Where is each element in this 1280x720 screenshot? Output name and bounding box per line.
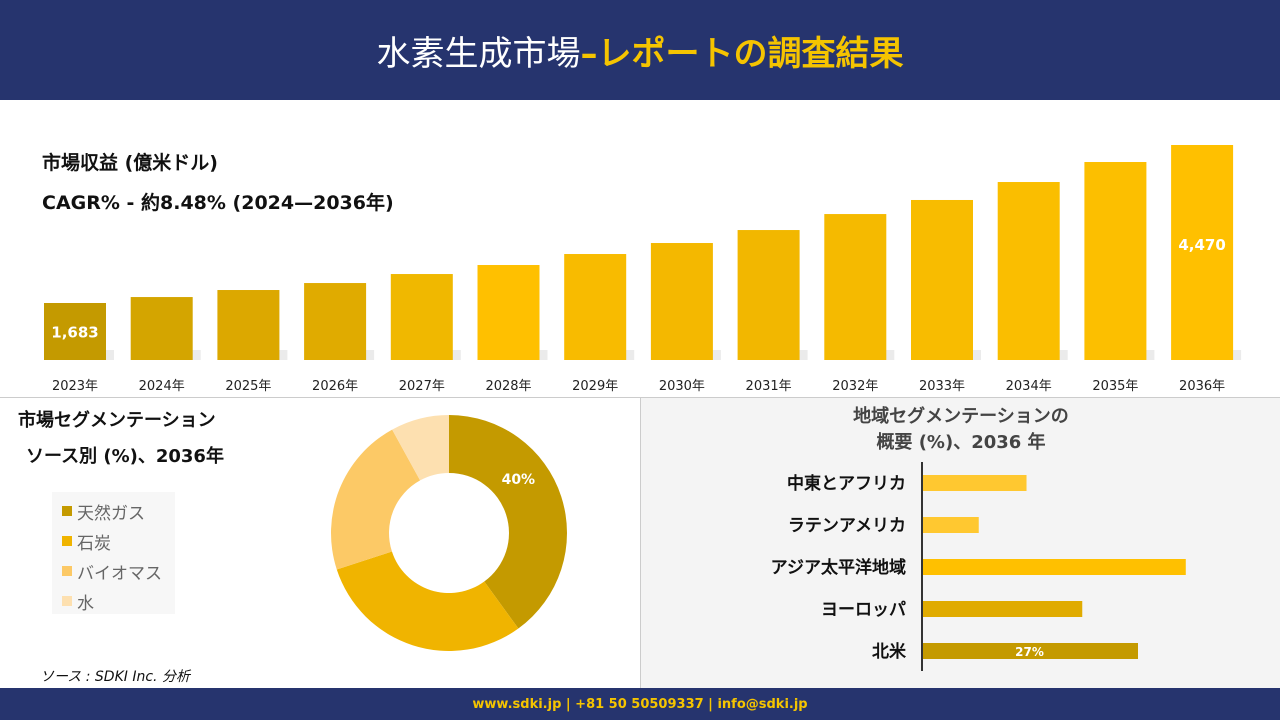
x-tick-label: 2030年 [659,379,705,394]
legend-item: バイオマス [62,556,165,586]
x-tick-label: 2035年 [1092,379,1138,394]
header: 水素生成市場 –レポートの調査結果 [0,0,1280,100]
bar-2034年 [997,182,1060,360]
bar-中東とアフリカ [923,475,1027,491]
x-tick-label: 2032年 [832,379,878,394]
x-tick-label: 2034年 [1006,379,1052,394]
category-label: アジア太平洋地域 [771,557,906,578]
category-label: ヨーロッパ [821,600,906,620]
bar-2024年 [130,297,193,360]
donut-slice-バイオマス [331,429,421,570]
bar-アジア太平洋地域 [923,559,1186,575]
donut-slice-水 [392,415,449,481]
revenue-section: 市場収益 (億米ドル) CAGR% - 約8.48% (2024—2036年) … [0,100,1280,398]
data-label: 4,470 [1178,236,1225,254]
bar-2026年 [304,283,367,360]
legend-label: 天然ガス [77,503,145,524]
legend-item: 天然ガス [62,496,165,526]
bar-2033年 [911,199,973,360]
revenue-bar-chart: 2023年 1,683 2024年 2025年 2026年 2027年 2028年 2029年… [44,145,1242,394]
title-main: 水素生成市場 [376,33,581,74]
regional-title-2: 概要 (%)、2036 年 [876,432,1046,453]
bar-2032年 [824,214,887,360]
x-tick-label: 2029年 [572,379,618,394]
bar-2025年 [217,290,280,360]
x-tick-label: 2031年 [746,379,792,394]
revenue-title: 市場収益 (億米ドル) [42,152,218,174]
x-tick-label: 2036年 [1179,379,1225,394]
x-tick-label: 2024年 [139,379,185,394]
title-accent: –レポートの調査結果 [580,33,904,74]
bar-2029年 [564,254,627,360]
footer-contact: www.sdki.jp | +81 50 50509337 | info@sdk… [0,688,1280,720]
x-tick-label: 2028年 [485,379,531,394]
category-label: 中東とアフリカ [787,473,906,494]
legend: 天然ガス石炭バイオマス水 [52,492,175,614]
cagr-text: CAGR% - 約8.48% (2024—2036年) [42,192,394,214]
bar-2028年 [477,265,540,360]
bar-ヨーロッパ [923,601,1083,617]
legend-swatch [62,536,72,546]
source-segment-section: 市場セグメンテーション ソース別 (%)、2036年 天然ガス 石炭 バイオマス水 … [0,398,640,688]
regional-title-1: 地域セグメンテーションの [853,406,1069,427]
regional-segment-section: 地域セグメンテーションの 概要 (%)、2036 年 中東とアフリカ ラテンアメリ… [640,398,1280,688]
regional-title: 地域セグメンテーションの 概要 (%)、2036 年 [641,404,1280,456]
x-tick-label: 2026年 [312,379,358,394]
legend-label: 水 [77,593,94,614]
legend-swatch [62,596,72,606]
data-label: 1,683 [51,324,98,342]
category-label: ラテンアメリカ [788,516,906,536]
bar-2023年 [44,303,106,360]
source-note: ソース : SDKI Inc. 分析 [40,669,190,685]
bar-ラテンアメリカ [923,517,979,533]
bar-北米 [923,643,1138,659]
legend-swatch [62,506,72,516]
x-tick-label: 2033年 [919,379,965,394]
x-tick-label: 2027年 [399,379,445,394]
x-tick-label: 2023年 [52,379,98,394]
donut-slice-天然ガス [449,415,567,629]
legend-label: 石炭 [77,533,111,554]
legend-item: 水 [62,586,165,616]
legend-swatch [62,566,72,576]
bar-2030年 [650,243,713,360]
bar-2036年 [1171,145,1234,360]
source-title-1: 市場セグメンテーション [18,410,216,431]
legend-label: バイオマス [77,563,162,584]
donut-slice-石炭 [336,551,519,651]
data-label: 27% [1015,645,1044,659]
x-tick-label: 2025年 [225,379,271,394]
bar-2031年 [737,230,800,360]
source-title-2: ソース別 (%)、2036年 [26,446,224,467]
data-label: 40% [502,472,536,488]
bar-2035年 [1084,162,1147,360]
legend-item: 石炭 [62,526,165,556]
category-label: 北米 [872,641,907,662]
bar-2027年 [390,274,453,360]
donut-chart: 40% [331,415,567,651]
